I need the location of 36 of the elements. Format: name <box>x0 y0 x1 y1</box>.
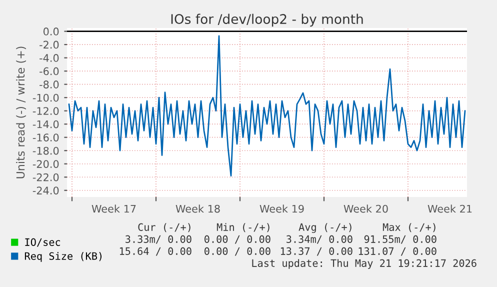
y-tick-label: 0.0 <box>43 28 59 36</box>
x-tick-label: Week 17 <box>92 204 136 213</box>
line-series <box>68 35 466 176</box>
y-tick-label: -6.0 <box>40 67 59 76</box>
text: Max (-/+) <box>382 223 436 232</box>
text: Min (-/+) <box>216 223 270 232</box>
x-tick-label: Week 21 <box>428 204 472 213</box>
chart-title: IOs for /dev/loop2 - by month <box>171 14 363 27</box>
text: 15.64 / 0.00 <box>120 247 192 256</box>
y-tick-label: -16.0 <box>32 134 59 142</box>
x-tick-label: Week 20 <box>344 204 388 213</box>
y-tick-label: -10.0 <box>32 94 59 102</box>
legend-label: IO/sec <box>25 238 60 247</box>
text: Cur (-/+) <box>138 223 190 232</box>
y-tick-label: -2.0 <box>40 40 59 49</box>
y-axis-title: Units read (-) / write (+) <box>16 46 26 178</box>
y-tick-label: -22.0 <box>32 173 59 182</box>
text: 3.34m/ 0.00 <box>286 235 352 244</box>
y-tick-label: -24.0 <box>32 186 59 194</box>
text: 91.55m/ 0.00 <box>364 235 436 244</box>
x-tick-label: Week 18 <box>176 204 220 213</box>
text: 0.00 / 0.00 <box>204 235 270 244</box>
x-tick-label: Week 19 <box>260 204 304 213</box>
y-tick-label: -20.0 <box>32 160 59 168</box>
y-tick-label: -12.0 <box>32 107 59 115</box>
text: 0.00 / 0.00 <box>204 247 270 256</box>
text: 3.33m/ 0.00 <box>126 235 192 244</box>
y-tick-label: -8.0 <box>40 80 59 88</box>
text: 13.37 / 0.00 <box>280 247 352 256</box>
legend-label: Req Size (KB) <box>24 252 102 262</box>
text: 131.07 / 0.00 <box>358 247 436 256</box>
y-tick-label: -14.0 <box>32 120 59 128</box>
text: Last update: Thu May 21 19:21:17 2026 <box>252 259 476 269</box>
y-tick-label: -4.0 <box>40 54 59 62</box>
text: Avg (-/+) <box>298 223 352 233</box>
y-tick-label: -18.0 <box>32 146 59 155</box>
